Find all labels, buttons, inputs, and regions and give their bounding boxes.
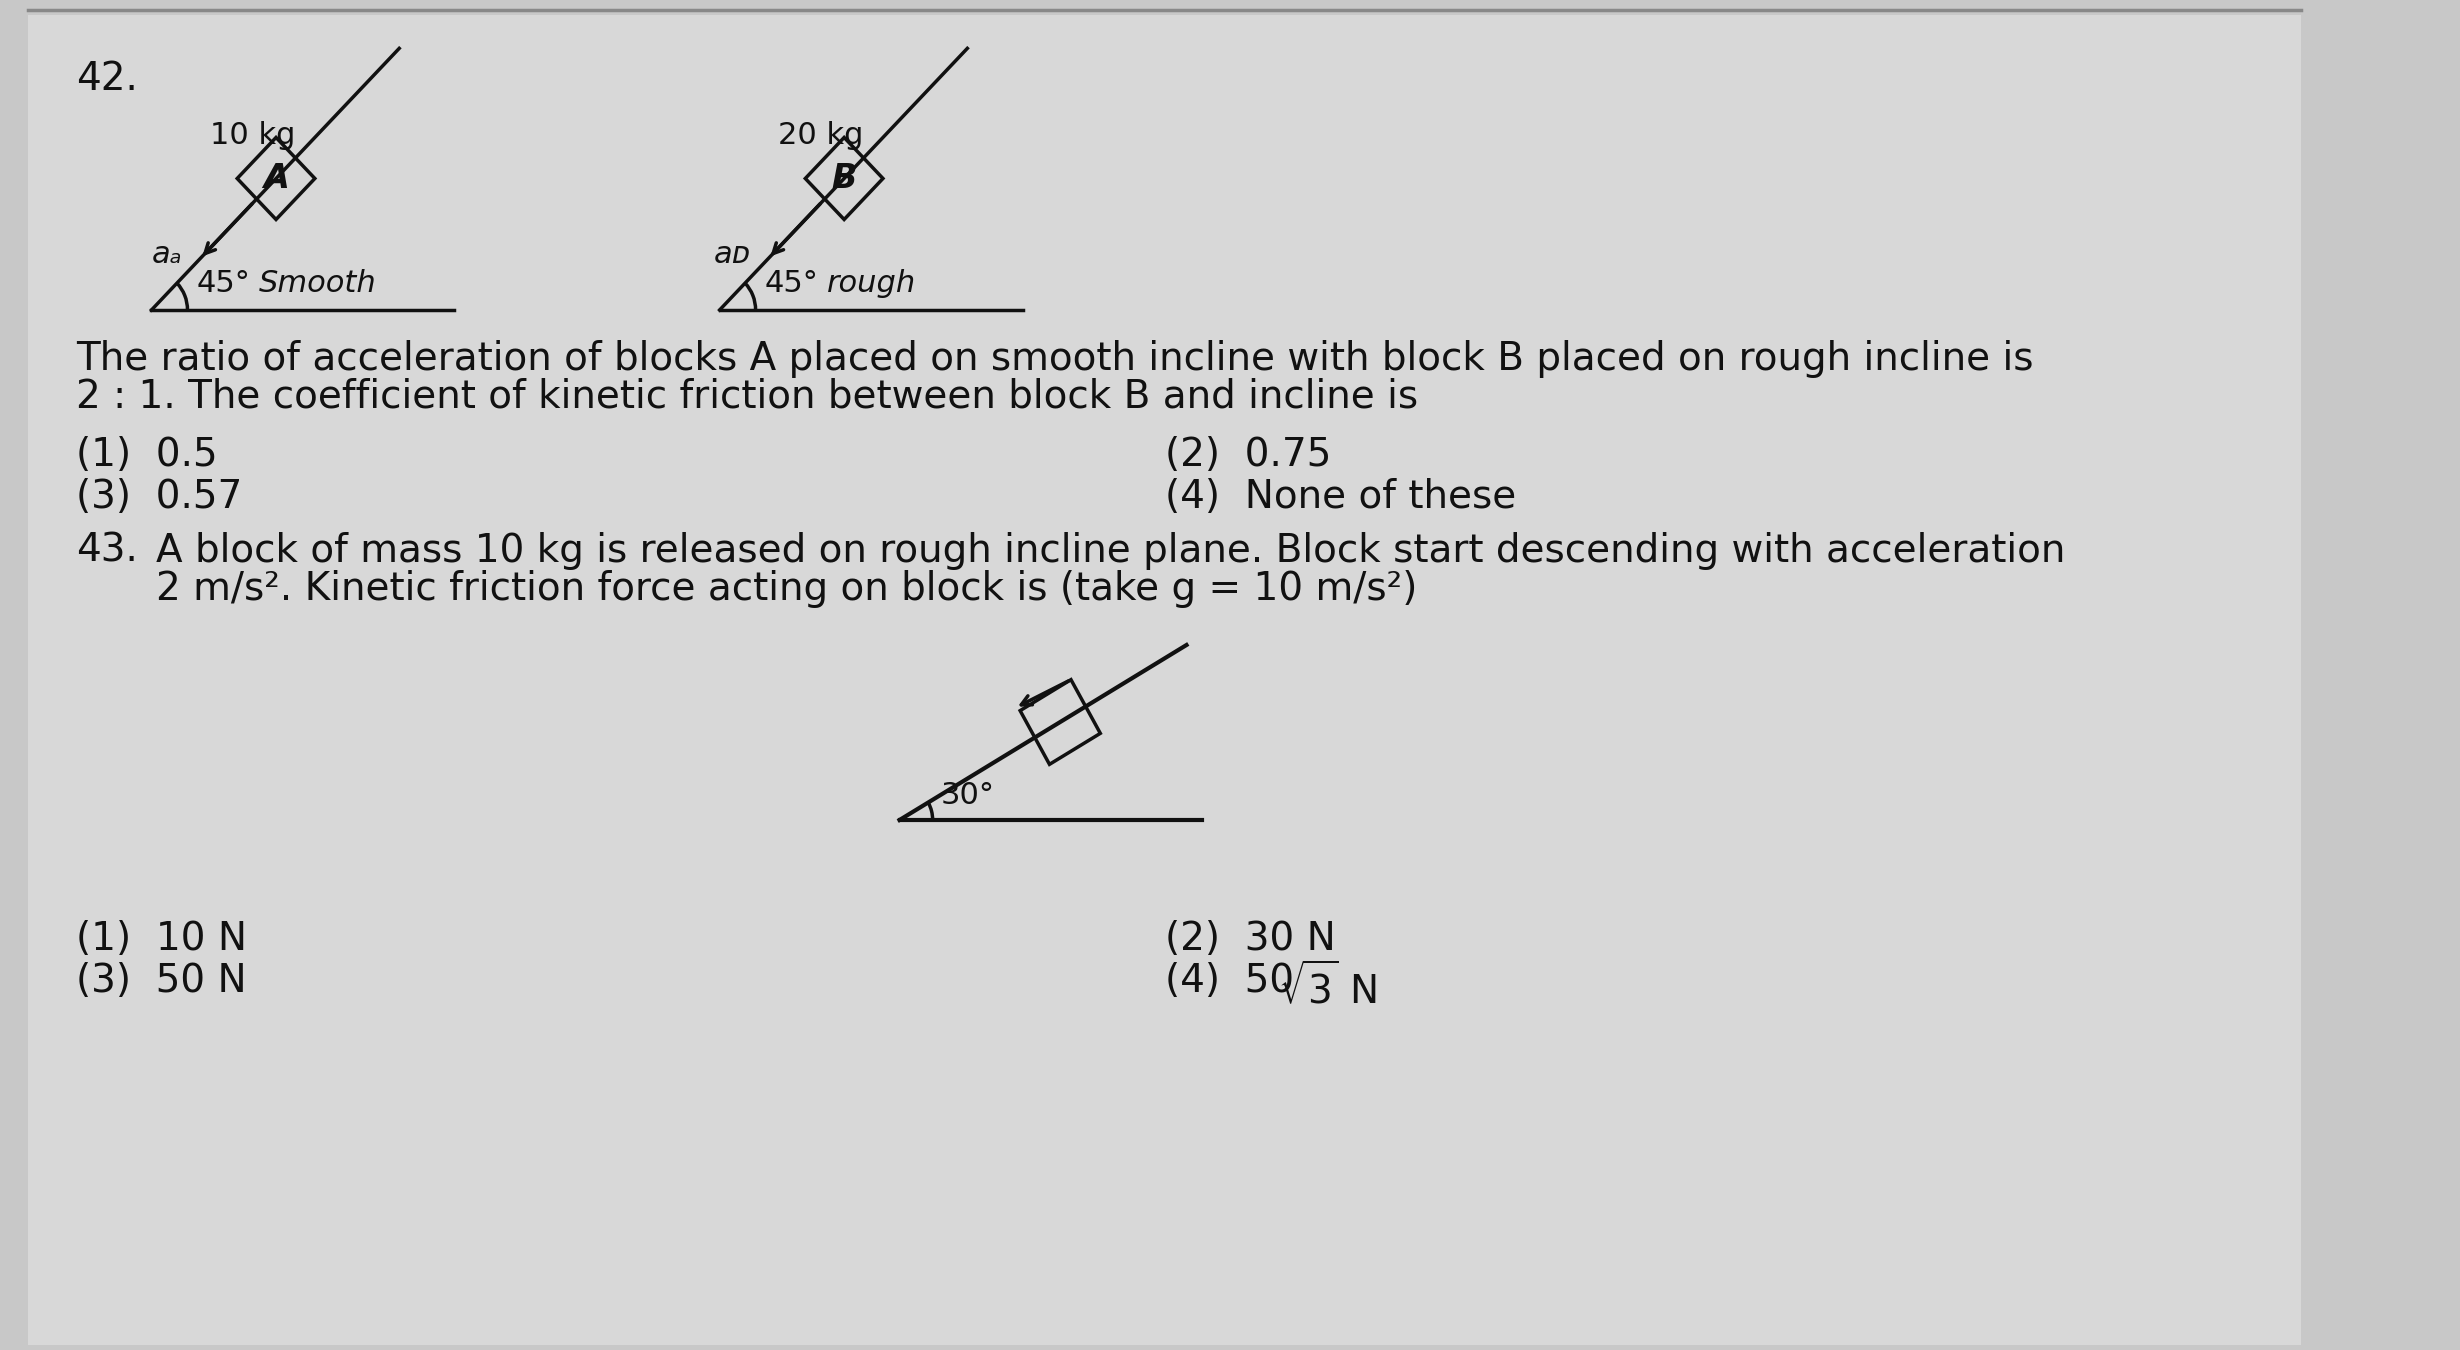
Text: 43.: 43. [76,532,138,570]
Text: aₐ: aₐ [153,240,182,270]
Text: A block of mass 10 kg is released on rough incline plane. Block start descending: A block of mass 10 kg is released on rou… [157,532,2066,570]
Text: 2 m/s². Kinetic friction force acting on block is (take g = 10 m/s²): 2 m/s². Kinetic friction force acting on… [157,570,1417,608]
Text: (4)  50: (4) 50 [1164,963,1294,1000]
Text: Smooth: Smooth [258,269,376,298]
Text: 20 kg: 20 kg [777,120,863,150]
Text: (1)  0.5: (1) 0.5 [76,436,216,474]
Text: (2)  30 N: (2) 30 N [1164,919,1336,958]
Text: 10 kg: 10 kg [209,120,295,150]
Text: (1)  10 N: (1) 10 N [76,919,246,958]
Text: 30°: 30° [940,782,994,810]
Text: (2)  0.75: (2) 0.75 [1164,436,1331,474]
Text: 45°: 45° [197,269,251,298]
Text: (3)  0.57: (3) 0.57 [76,478,241,516]
Text: B: B [831,162,856,194]
Text: aᴅ: aᴅ [713,240,750,270]
Text: $\sqrt{3}$ N: $\sqrt{3}$ N [1279,963,1378,1011]
Text: 2 : 1. The coefficient of kinetic friction between block B and incline is: 2 : 1. The coefficient of kinetic fricti… [76,378,1417,416]
Text: (3)  50 N: (3) 50 N [76,963,246,1000]
Text: The ratio of acceleration of blocks A placed on smooth incline with block B plac: The ratio of acceleration of blocks A pl… [76,340,2034,378]
Text: A: A [263,162,288,194]
Text: (4)  None of these: (4) None of these [1164,478,1515,516]
Text: 45°: 45° [765,269,819,298]
Text: rough: rough [827,269,915,298]
Text: 42.: 42. [76,59,138,99]
